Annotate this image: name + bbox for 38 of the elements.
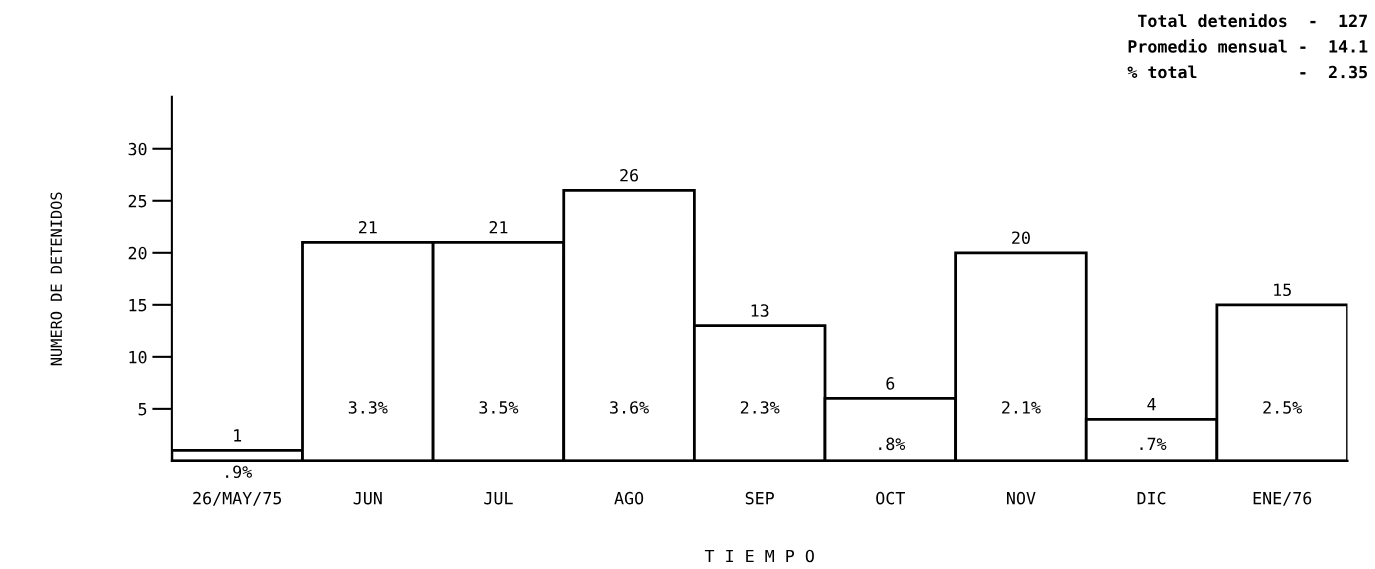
annotation: .7% [1140, 437, 1167, 450]
annotation: 3.6% [610, 401, 649, 414]
y-tick-label: 15 [129, 299, 147, 312]
data-label: 15 [1274, 283, 1291, 297]
y-tick-label: 30 [128, 142, 147, 156]
annotation: 2.5% [1263, 401, 1302, 414]
x-tick-label: JUL [484, 492, 513, 505]
y-tick-label: 25 [128, 194, 147, 208]
text: % total - 2.35 [1127, 65, 1367, 79]
annotation: 3.3% [348, 401, 388, 414]
data-label: 21 [359, 221, 377, 234]
data-label: 26 [620, 168, 639, 182]
x-tick-label: AGO [614, 491, 644, 505]
annotation: .8% [879, 437, 906, 451]
x-tick-label: OCT [876, 491, 905, 505]
x-tick-label: SEP [745, 491, 774, 505]
x-tick-label: ENE/76 [1253, 491, 1312, 506]
x-tick-label: DIC [1137, 491, 1166, 505]
annotation: 2.3% [740, 401, 780, 414]
data-label: 1 [234, 429, 242, 442]
y-tick-label: 10 [129, 350, 147, 364]
text: .9% [226, 465, 252, 479]
text: Total detenidos - 127 [1138, 13, 1367, 28]
data-label: 20 [1012, 231, 1030, 245]
x-axis-title: T I E M P O [704, 549, 814, 563]
data-label: 6 [886, 377, 895, 390]
data-label: 21 [489, 221, 508, 234]
data-label: 4 [1147, 398, 1156, 411]
annotation: 2.1% [1002, 401, 1041, 414]
x-tick-label: 26/MAY/75 [193, 491, 282, 506]
text: Promedio mensual - 14.1 [1128, 38, 1368, 53]
annotation: 3.5% [479, 401, 519, 414]
y-tick-label: 20 [128, 246, 147, 260]
x-tick-label: NOV [1007, 491, 1036, 505]
data-label: 13 [751, 304, 769, 317]
y-axis-title: NUMERO DE DETENIDOS [50, 192, 63, 366]
x-tick-label: JUN [353, 492, 382, 505]
y-tick-label: 5 [138, 403, 147, 416]
